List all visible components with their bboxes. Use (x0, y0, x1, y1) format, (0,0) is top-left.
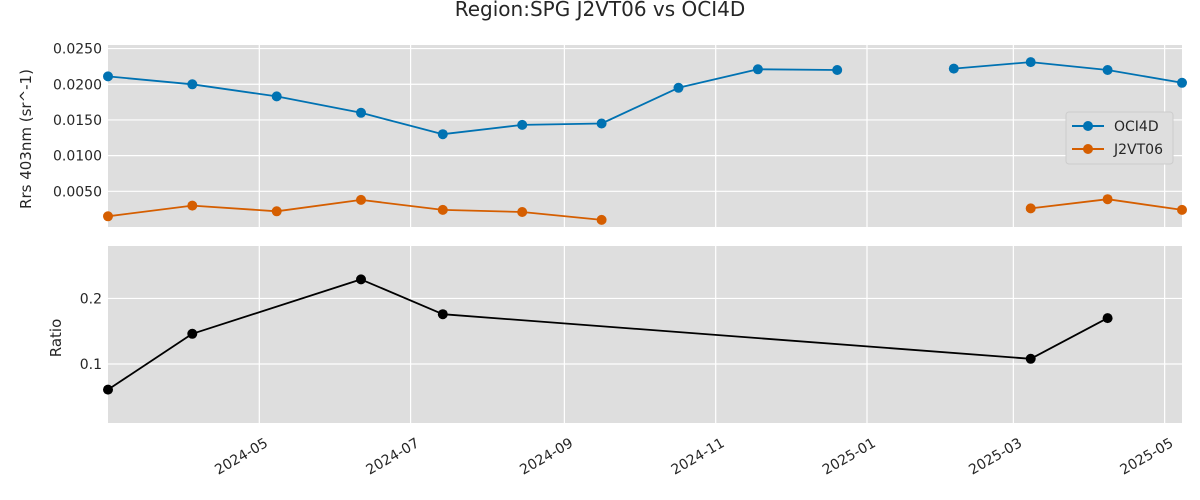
bottom-y-ticks: 0.1 0.2 (80, 291, 102, 373)
legend-label-oci4d: OCI4D (1114, 119, 1159, 135)
bottom-point-ratio-2 (356, 274, 366, 285)
top-point-oci4d-3 (356, 107, 366, 118)
top-grid (108, 45, 1182, 227)
top-point-j2vt06-3 (356, 194, 366, 205)
top-y-tick-0-0200: 0.0200 (53, 77, 102, 93)
top-panel: 0.0050 0.0100 0.0150 0.0200 0.0250 Rrs 403nm… (17, 42, 1187, 227)
bottom-point-ratio-4 (1025, 353, 1036, 364)
legend-marker-j2vt06 (1083, 144, 1093, 154)
top-y-tick-0-0150: 0.0150 (53, 113, 102, 129)
top-point-oci4d-12 (1025, 57, 1036, 68)
bottom-plot-area (108, 246, 1182, 423)
top-point-oci4d-13 (1102, 65, 1113, 75)
x-tick-2024-07: 2024-07 (364, 435, 423, 478)
top-point-oci4d-0 (103, 71, 113, 82)
top-y-tick-0-0250: 0.0250 (53, 42, 102, 58)
x-tick-2024-09: 2024-09 (517, 435, 576, 478)
legend: OCI4D J2VT06 (1065, 111, 1174, 165)
top-point-oci4d-8 (752, 64, 763, 75)
top-point-oci4d-6 (596, 118, 607, 129)
top-y-tick-0-0050: 0.0050 (53, 184, 102, 200)
x-tick-2025-01: 2025-01 (820, 435, 879, 478)
top-point-oci4d-1 (187, 79, 198, 90)
top-point-j2vt06-1 (187, 200, 198, 211)
top-point-j2vt06-10 (1177, 204, 1187, 215)
top-point-oci4d-9 (832, 65, 843, 75)
x-tick-2024-11: 2024-11 (669, 435, 728, 478)
top-series-group (103, 57, 1187, 225)
legend-marker-oci4d (1083, 121, 1093, 131)
top-point-oci4d-14 (1177, 77, 1187, 88)
bottom-y-tick-0-2: 0.2 (80, 291, 102, 307)
top-y-tick-0-0100: 0.0100 (53, 149, 102, 165)
x-tick-2024-05: 2024-05 (212, 435, 271, 478)
top-y-axis-label: Rrs 403nm (sr^-1) (17, 69, 35, 209)
legend-label-j2vt06: J2VT06 (1113, 142, 1163, 158)
top-series-line-oci4d-1 (953, 61, 1183, 84)
top-point-j2vt06-0 (103, 211, 113, 222)
chart-title: Region:SPG J2VT06 vs OCI4D (455, 0, 746, 21)
top-point-oci4d-7 (673, 82, 684, 93)
bottom-point-ratio-3 (437, 309, 448, 320)
bottom-series-line-ratio-0 (107, 278, 1109, 391)
bottom-point-ratio-1 (187, 328, 198, 339)
bottom-y-axis-label: Ratio (47, 319, 65, 358)
bottom-series-group (103, 274, 1113, 395)
top-point-j2vt06-6 (596, 214, 607, 225)
x-axis-ticks: 2024-05 2024-07 2024-09 2024-11 2025-01 2025-… (212, 435, 1176, 478)
top-point-j2vt06-9 (1102, 194, 1113, 205)
bottom-y-tick-0-1: 0.1 (80, 357, 102, 373)
top-plot-area (108, 45, 1182, 227)
top-point-oci4d-11 (948, 63, 959, 74)
x-tick-2025-05: 2025-05 (1118, 435, 1177, 478)
top-y-ticks: 0.0050 0.0100 0.0150 0.0200 0.0250 (53, 42, 102, 201)
bottom-grid (108, 246, 1182, 423)
top-point-oci4d-4 (437, 129, 448, 140)
bottom-panel: 0.1 0.2 Ratio (47, 246, 1182, 423)
top-series-line-oci4d-0 (107, 68, 838, 136)
bottom-point-ratio-5 (1102, 313, 1113, 324)
top-point-j2vt06-2 (271, 206, 282, 217)
x-tick-2025-03: 2025-03 (966, 435, 1025, 478)
bottom-point-ratio-0 (103, 384, 113, 395)
top-point-j2vt06-8 (1025, 203, 1036, 214)
top-point-j2vt06-4 (437, 204, 448, 215)
top-point-j2vt06-5 (517, 207, 528, 217)
top-point-oci4d-5 (517, 119, 528, 130)
top-point-oci4d-2 (271, 91, 282, 102)
